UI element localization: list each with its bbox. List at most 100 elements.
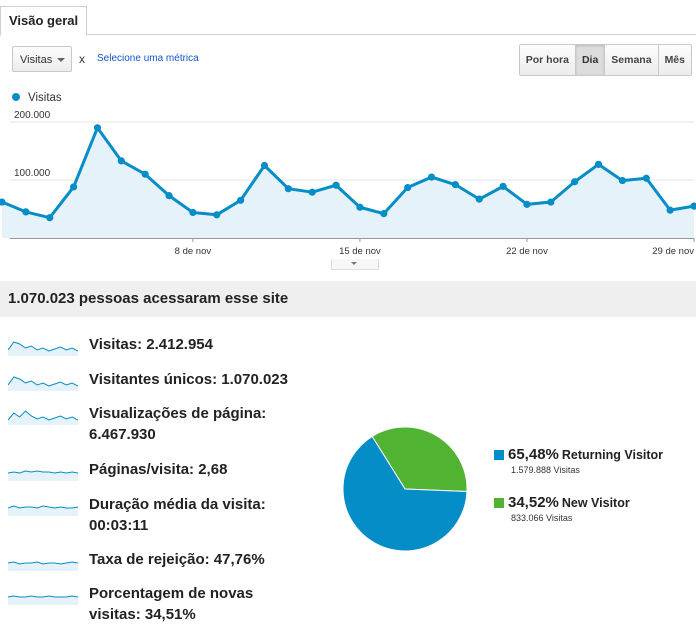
series-color-dot-icon [12, 92, 20, 101]
sparkline-icon [8, 341, 78, 356]
metric-row[interactable]: Visitas: 2.412.954 [8, 336, 213, 356]
metric-row[interactable]: Taxa de rejeição: 47,76% [8, 551, 265, 571]
summary-headline: 1.070.023 pessoas acessaram esse site [0, 281, 696, 317]
new-color-square-icon [494, 497, 504, 508]
data-point[interactable] [475, 195, 483, 203]
metric-label-line2: 00:03:11 [89, 517, 149, 534]
data-point[interactable] [690, 202, 696, 210]
metric-row[interactable]: Visualizações de página: 6.467.930 [8, 405, 266, 444]
metric-label: Visualizações de página: [89, 405, 267, 422]
returning-color-square-icon [494, 449, 504, 460]
metric-label-line2: visitas: 34,51% [89, 606, 196, 623]
chart-controls: Visitas x Selecione uma métrica Por hora… [0, 44, 696, 76]
metric-value: Porcentagem de novas visitas: 34,51% [89, 585, 253, 624]
visits-line-chart[interactable]: 100.000 200.000 8 de nov 15 de nov 22 de nov… [0, 108, 696, 258]
data-point[interactable] [356, 203, 364, 211]
sparkline-icon [8, 470, 78, 481]
data-point[interactable] [260, 161, 269, 170]
sparkline-icon [8, 595, 78, 605]
data-point[interactable] [523, 200, 531, 208]
metric-select[interactable]: Visitas [12, 46, 72, 72]
y-tick-label: 100.000 [14, 168, 51, 179]
metric-value: Visitas: 2.412.954 [89, 336, 213, 354]
data-point[interactable] [165, 192, 173, 200]
x-tick-label: 8 de nov [175, 246, 212, 257]
data-point[interactable] [213, 211, 221, 219]
sparkline-icon [8, 410, 78, 425]
metric-row[interactable]: Páginas/visita: 2,68 [8, 461, 227, 481]
returning-label: Returning Visitor [561, 448, 664, 462]
metric-label: Taxa de rejeição: 47,76% [89, 551, 265, 568]
sparkline-icon [8, 376, 78, 391]
returning-percent: 65,48% [508, 446, 559, 463]
metric-value: Visualizações de página: 6.467.930 [89, 405, 266, 444]
data-point[interactable] [499, 182, 507, 190]
tab-overview[interactable]: Visão geral [0, 6, 88, 36]
metric-row[interactable]: Duração média da visita: 00:03:11 [8, 496, 266, 535]
new-visits: 833.066 Visitas [511, 513, 573, 523]
tab-bar: Visão geral [0, 0, 696, 36]
new-percent: 34,52% [508, 494, 559, 511]
pie-slice[interactable] [342, 435, 468, 552]
x-tick-label: 15 de nov [339, 246, 381, 257]
metric-label: Visitas: 2.412.954 [89, 336, 213, 353]
data-point[interactable] [69, 183, 78, 191]
chevron-down-icon [351, 262, 357, 265]
visitor-type-pie-chart[interactable] [340, 424, 470, 554]
metric-label: Porcentagem de novas [89, 585, 254, 602]
pie-slice[interactable] [371, 426, 468, 492]
data-point[interactable] [46, 214, 54, 222]
period-week-button[interactable]: Semana [604, 45, 658, 75]
period-toggle-group: Por hora Dia Semana Mês [518, 44, 692, 76]
metric-select-value: Visitas [20, 54, 53, 66]
chevron-down-icon [57, 58, 65, 62]
metric-value: Visitantes únicos: 1.070.023 [89, 371, 288, 389]
data-point[interactable] [117, 157, 125, 165]
data-point[interactable] [141, 170, 149, 178]
y-tick-label: 200.000 [14, 110, 51, 121]
period-day-button[interactable]: Dia [574, 45, 605, 75]
data-point[interactable] [284, 185, 292, 193]
legend-series-name: Visitas [28, 92, 62, 104]
area-fill [2, 127, 694, 238]
data-point[interactable] [594, 160, 603, 168]
sparkline-icon [8, 505, 78, 516]
data-point[interactable] [451, 181, 459, 189]
pie-legend-item: 34,52% New Visitor 833.066 Visitas [494, 494, 630, 523]
metric-row[interactable]: Porcentagem de novas visitas: 34,51% [8, 585, 253, 624]
chart-collapse-handle[interactable] [331, 259, 379, 270]
chart-legend: Visitas [12, 92, 62, 104]
new-label: New Visitor [561, 496, 630, 510]
data-point[interactable] [308, 188, 316, 196]
data-point[interactable] [93, 124, 102, 132]
data-point[interactable] [237, 196, 245, 204]
period-month-button[interactable]: Mês [657, 45, 691, 75]
data-point[interactable] [571, 178, 579, 186]
metric-value: Páginas/visita: 2,68 [89, 461, 227, 479]
data-point[interactable] [642, 174, 650, 182]
metric-label-line2: 6.467.930 [89, 426, 156, 443]
x-tick-label: 22 de nov [506, 246, 548, 257]
metric-label: Páginas/visita: 2,68 [89, 461, 228, 478]
data-point[interactable] [22, 208, 30, 216]
sparkline-icon [8, 561, 78, 571]
data-point[interactable] [380, 210, 388, 218]
data-point[interactable] [666, 206, 674, 214]
select-metric-link[interactable]: Selecione uma métrica [97, 53, 199, 64]
data-point[interactable] [189, 208, 197, 217]
period-hourly-button[interactable]: Por hora [519, 45, 575, 75]
data-point[interactable] [547, 198, 555, 206]
data-point[interactable] [332, 181, 340, 189]
metric-label: Duração média da visita: [89, 496, 266, 513]
metric-label: Visitantes únicos: 1.070.023 [89, 371, 288, 388]
data-point[interactable] [427, 173, 436, 181]
x-tick-label: 29 de nov [652, 246, 694, 257]
data-point[interactable] [404, 183, 412, 192]
metric-row[interactable]: Visitantes únicos: 1.070.023 [8, 371, 288, 391]
data-point[interactable] [618, 176, 627, 185]
remove-metric-button[interactable]: x [79, 52, 85, 66]
metric-value: Taxa de rejeição: 47,76% [89, 551, 265, 569]
data-point[interactable] [0, 198, 6, 206]
returning-visits: 1.579.888 Visitas [511, 465, 580, 475]
pie-legend-item: 65,48% Returning Visitor 1.579.888 Visita… [494, 446, 663, 475]
